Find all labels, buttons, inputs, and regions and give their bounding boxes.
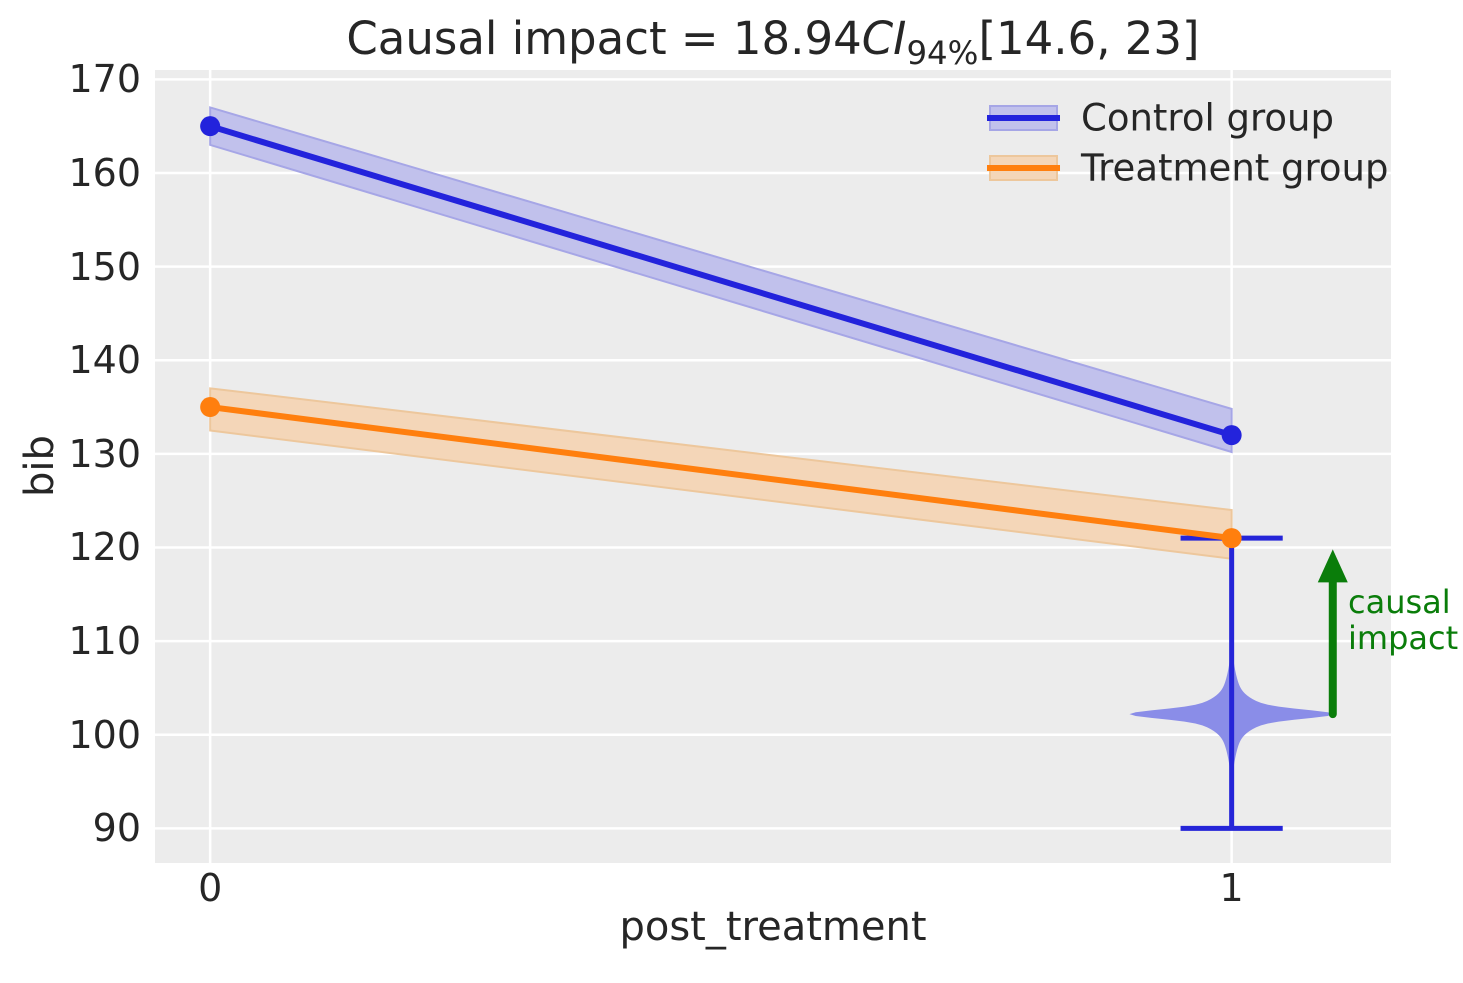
legend-line-treatment	[987, 165, 1060, 171]
x-tick-label-1: 1	[1219, 866, 1244, 910]
treatment-point-0	[200, 397, 221, 418]
x-tick-label-0: 0	[198, 866, 223, 910]
annotation-line-1: causal	[1348, 583, 1451, 621]
legend-label-control: Control group	[1081, 96, 1334, 140]
control-point-0	[200, 116, 221, 137]
y-tick-label-90: 90	[92, 806, 141, 851]
treatment-line	[209, 404, 1233, 542]
y-tick-label-120: 120	[68, 525, 141, 570]
legend-label-treatment: Treatment group	[1081, 146, 1389, 190]
x-axis-label: post_treatment	[619, 904, 927, 950]
treatment-point-1	[1221, 528, 1242, 549]
causal-impact-arrow-head	[1317, 549, 1348, 583]
control-point-1	[1221, 425, 1242, 446]
control-line	[209, 123, 1233, 439]
annotation-line-2: impact	[1348, 619, 1459, 657]
y-tick-label-130: 130	[68, 431, 141, 476]
y-tick-label-150: 150	[68, 244, 141, 289]
chart-title: Causal impact = 18.94CI94%[14.6, 23]	[346, 12, 1199, 72]
y-tick-label-160: 160	[68, 150, 141, 195]
y-tick-label-110: 110	[68, 619, 141, 664]
legend-swatch-control	[987, 105, 1060, 131]
title-interval: [14.6, 23]	[978, 12, 1200, 65]
legend-swatch-treatment	[987, 155, 1060, 181]
title-ci: CI	[861, 12, 907, 65]
y-tick-label-170: 170	[68, 57, 141, 102]
causal-impact-annotation: causal impact	[1348, 584, 1458, 656]
title-text: Causal impact = 18.94	[346, 12, 862, 65]
y-tick-label-140: 140	[68, 338, 141, 383]
title-ci-sub: 94%	[906, 34, 979, 72]
y-tick-label-100: 100	[68, 712, 141, 757]
legend-line-control	[987, 115, 1060, 121]
